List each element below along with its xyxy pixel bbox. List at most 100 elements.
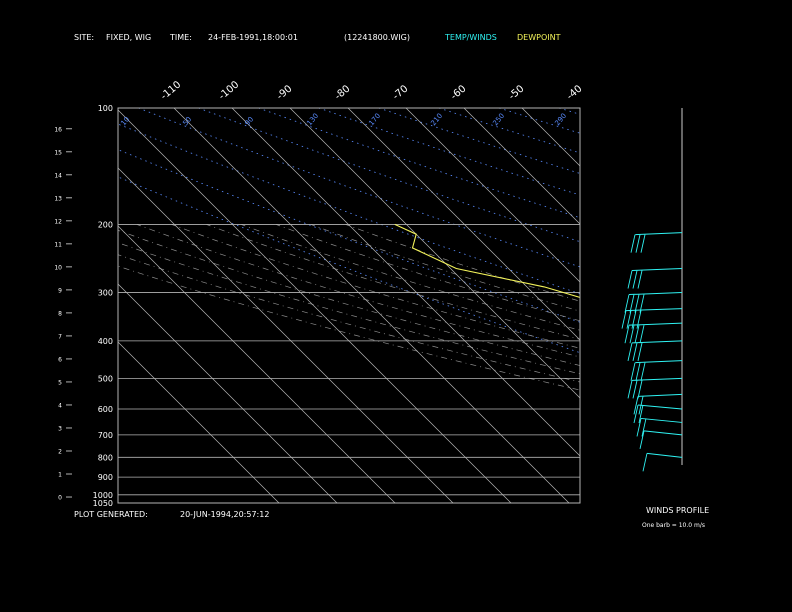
height-tick-label: 8 [58,310,62,317]
wind-barb-flag [639,325,645,344]
wind-barb-flag [642,453,648,472]
plot-generated-label: PLOT GENERATED: [74,510,148,519]
dry-adiabat [378,108,580,174]
height-tick-label: 16 [54,126,62,133]
dry-adiabat [739,108,792,503]
height-tick-label: 1 [58,472,62,479]
isotherm-line [638,108,792,503]
mixing-ratio-line [777,262,792,503]
height-tick-label: 7 [58,333,62,340]
dry-adiabat-label: 130 [305,112,320,127]
moist-adiabat [118,265,580,391]
isotherm-line [118,225,396,503]
moist-adiabat [136,224,580,358]
isotherm-label-top: -70 [391,83,411,102]
dry-adiabat-label: 250 [491,112,506,127]
wind-barb-flag [637,342,643,361]
isotherm-label-top: -40 [565,83,585,102]
wind-barb-flag [633,396,639,415]
wind-barb [634,232,683,236]
dry-adiabat-label: 90 [243,115,255,127]
winds-profile-note: One barb = 10.0 m/s [642,522,705,529]
legend-temp: TEMP/WINDS [445,33,497,42]
site-value: FIXED, WIG [106,33,152,42]
dry-adiabat [118,149,580,323]
wind-barb-flag [632,342,638,361]
wind-barb-flag [640,362,646,381]
dry-adiabat [558,108,580,115]
wind-barb [640,417,683,423]
wind-barb [646,452,683,458]
pressure-tick-label: 1050 [93,499,113,508]
isotherm-label-top: -50 [507,83,527,102]
wind-barb-flag [627,342,633,361]
wind-barb-flag [632,270,638,289]
isotherm-line [118,109,512,503]
time-value: 24-FEB-1991,18:00:01 [208,33,298,42]
wind-barb-flag [636,310,642,329]
dry-adiabat-label: 170 [367,112,382,127]
wind-barb-flag [621,310,627,329]
height-tick-label: 2 [58,448,62,455]
pressure-tick-label: 700 [98,431,113,440]
isotherm-line [696,108,792,503]
wind-barb-flag [634,294,640,313]
dry-adiabat [118,123,580,295]
pressure-tick-label: 600 [98,405,113,414]
isotherm-line [118,167,454,503]
temperature-trace [604,224,792,473]
height-tick-label: 12 [54,218,62,225]
wind-barb [631,268,683,272]
dry-adiabat-label: 210 [429,112,444,127]
dry-adiabat [619,108,792,503]
moist-adiabat [206,224,580,340]
isotherm-line [347,108,580,341]
pressure-tick-label: 500 [98,374,113,383]
wind-barb-flag [630,362,636,381]
wind-barb [631,340,683,344]
isotherm-line [521,108,580,167]
height-tick-label: 11 [54,241,62,248]
dry-adiabat [118,176,580,354]
pressure-tick-label: 300 [98,289,113,298]
wind-barb-flag [629,294,635,313]
mixing-ratio-line [653,262,792,503]
plot-generated-value: 20-JUN-1994,20:57:12 [180,510,270,519]
wind-barb-flag [627,270,633,289]
wind-barb-flag [624,294,630,313]
wind-barb-flag [635,234,641,253]
wind-barb [637,404,683,410]
wind-barb [637,393,683,397]
wind-barb-flag [626,310,632,329]
height-tick-label: 15 [54,149,62,156]
wind-barb [625,308,683,312]
moist-adiabat [118,229,580,366]
winds-profile-title: WINDS PROFILE [646,506,710,515]
isotherm-line [289,108,580,399]
isotherm-line [463,108,580,225]
wind-barb [628,292,683,296]
wind-barb-flag [636,418,642,437]
height-tick-label: 0 [58,495,62,502]
moist-adiabat [345,224,580,302]
dry-adiabat-label: 50 [181,115,193,127]
dry-adiabat [258,108,580,219]
height-tick-label: 13 [54,195,62,202]
wind-barb-flag [629,325,635,344]
wind-barb-flag [635,362,641,381]
pressure-tick-label: 100 [98,104,113,113]
isotherm-label-top: -100 [217,79,241,102]
wind-barb-flag [638,404,644,424]
wind-barb [643,430,683,436]
wind-barb-flag [637,270,643,289]
isotherm-line [118,341,280,503]
pressure-tick-label: 400 [98,337,113,346]
pressure-tick-label: 200 [98,220,113,229]
dry-adiabat-label: 10 [119,115,131,127]
plot-frame [117,107,581,504]
isotherm-label-top: -60 [449,83,469,102]
height-tick-label: 6 [58,356,62,363]
pressure-tick-label: 1000 [93,491,113,500]
wind-barb [628,322,683,326]
